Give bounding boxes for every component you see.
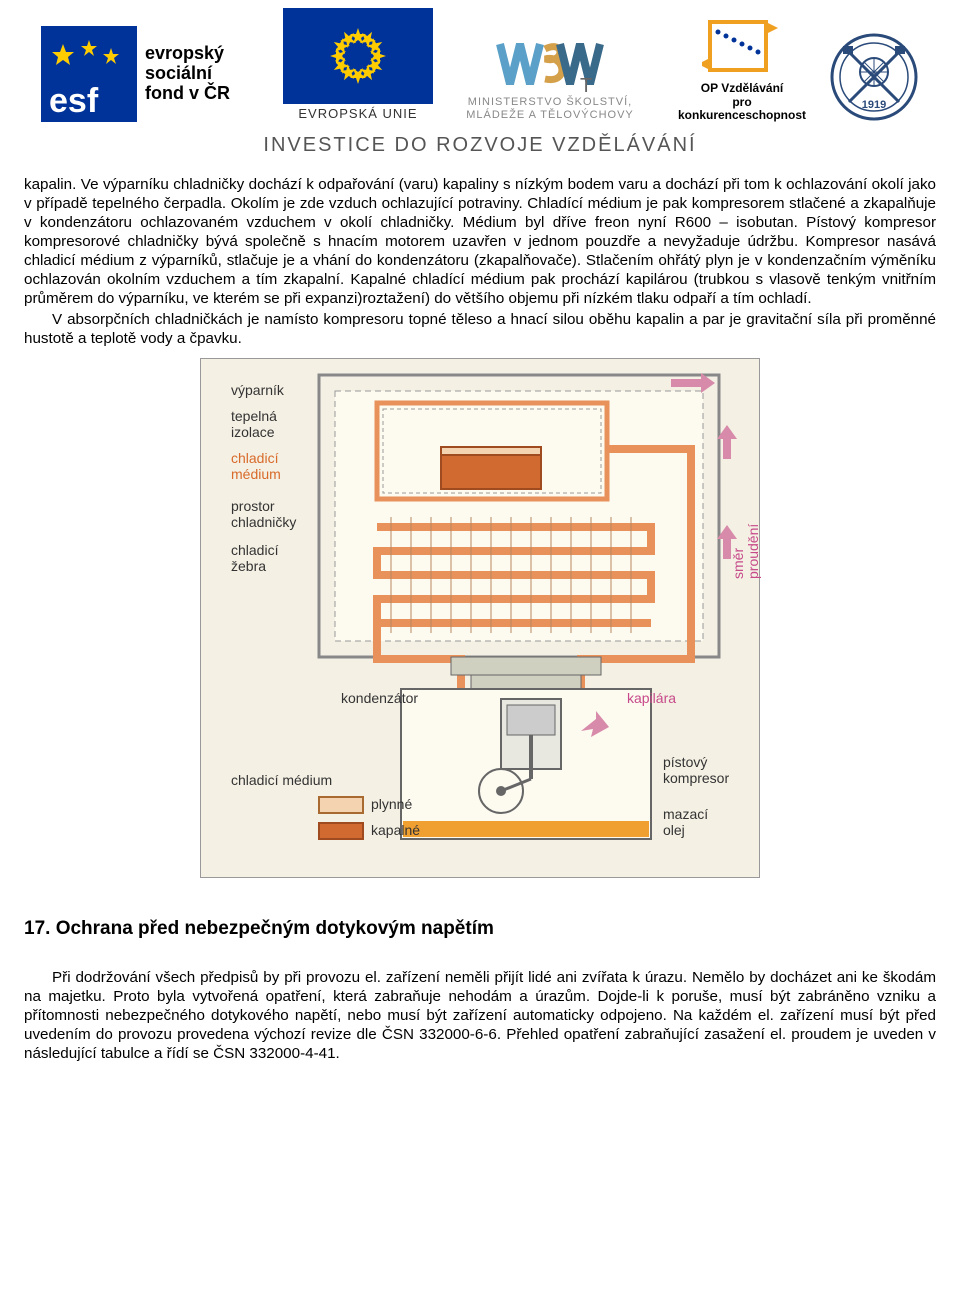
op-logo: OP Vzdělávání pro konkurenceschopnost	[667, 14, 817, 122]
lbl-smer: směr proudění	[731, 524, 762, 579]
lbl-olej: olej	[663, 823, 685, 838]
lbl-izolace: izolace	[231, 425, 275, 440]
msmt-line2: MLÁDEŽE A TĚLOVÝCHOVY	[466, 109, 634, 122]
esf-logo: esf evropský sociální fond v ČR	[41, 26, 271, 122]
lbl-chladici-zebra: chladicí	[231, 543, 278, 558]
lbl-kompresor: kompresor	[663, 771, 729, 786]
emblem-logo: 1919	[829, 32, 919, 122]
op-icon	[702, 14, 782, 78]
header-logos: esf evropský sociální fond v ČR	[0, 0, 960, 122]
lbl-plynne: plynné	[371, 797, 412, 812]
paragraph-3: Při dodržování všech předpisů by při pro…	[24, 968, 936, 1063]
paragraph-2: V absorpčních chladničkách je namísto ko…	[24, 310, 936, 348]
msmt-line1: MINISTERSTVO ŠKOLSTVÍ,	[466, 96, 634, 109]
section-body: Při dodržování všech předpisů by při pro…	[0, 968, 960, 1063]
lbl-kapalne: kapalné	[371, 823, 420, 838]
op-line2: pro konkurenceschopnost	[667, 96, 817, 122]
lbl-kapilara: kapilára	[627, 691, 676, 706]
msmt-text: MINISTERSTVO ŠKOLSTVÍ, MLÁDEŽE A TĚLOVÝC…	[466, 96, 634, 122]
esf-text: evropský sociální fond v ČR	[145, 44, 230, 103]
lbl-zebra: žebra	[231, 559, 266, 574]
refrigerator-diagram: výparník tepelná izolace chladicí médium…	[200, 358, 760, 878]
msmt-icon: T	[490, 34, 610, 94]
svg-text:1919: 1919	[862, 99, 886, 111]
lbl-tepelna: tepelná	[231, 409, 277, 424]
lbl-vyparnik: výparník	[231, 383, 284, 398]
lbl-chladici: chladicí	[231, 451, 278, 466]
emblem-icon: 1919	[829, 32, 919, 122]
lbl-pistovy: pístový	[663, 755, 707, 770]
eu-flag-icon	[283, 8, 433, 104]
section-heading: 17. Ochrana před nebezpečným dotykovým n…	[0, 918, 960, 940]
diagram-wrap: výparník tepelná izolace chladicí médium…	[0, 358, 960, 878]
paragraph-1: kapalin. Ve výparníku chladničky dochází…	[24, 175, 936, 308]
body-text: kapalin. Ve výparníku chladničky dochází…	[0, 175, 960, 348]
esf-line3: fond v ČR	[145, 84, 230, 104]
svg-text:T: T	[580, 75, 592, 94]
lbl-prostor: prostor	[231, 499, 275, 514]
tagline: INVESTICE DO ROZVOJE VZDĚLÁVÁNÍ	[0, 134, 960, 157]
esf-line2: sociální	[145, 64, 230, 84]
svg-text:esf: esf	[49, 82, 99, 120]
lbl-medium: médium	[231, 467, 281, 482]
lbl-legend-title: chladicí médium	[231, 773, 332, 788]
lbl-kondenzator: kondenzátor	[341, 691, 418, 706]
esf-flag-icon: esf	[41, 26, 137, 122]
op-line1: OP Vzdělávání	[667, 82, 817, 95]
op-text: OP Vzdělávání pro konkurenceschopnost	[667, 82, 817, 122]
lbl-chladnicky: chladničky	[231, 515, 296, 530]
esf-line1: evropský	[145, 44, 230, 64]
lbl-mazaci: mazací	[663, 807, 708, 822]
msmt-logo: T MINISTERSTVO ŠKOLSTVÍ, MLÁDEŽE A TĚLOV…	[445, 34, 655, 122]
eu-logo: EVROPSKÁ UNIE	[283, 8, 433, 122]
eu-label: EVROPSKÁ UNIE	[298, 106, 417, 121]
